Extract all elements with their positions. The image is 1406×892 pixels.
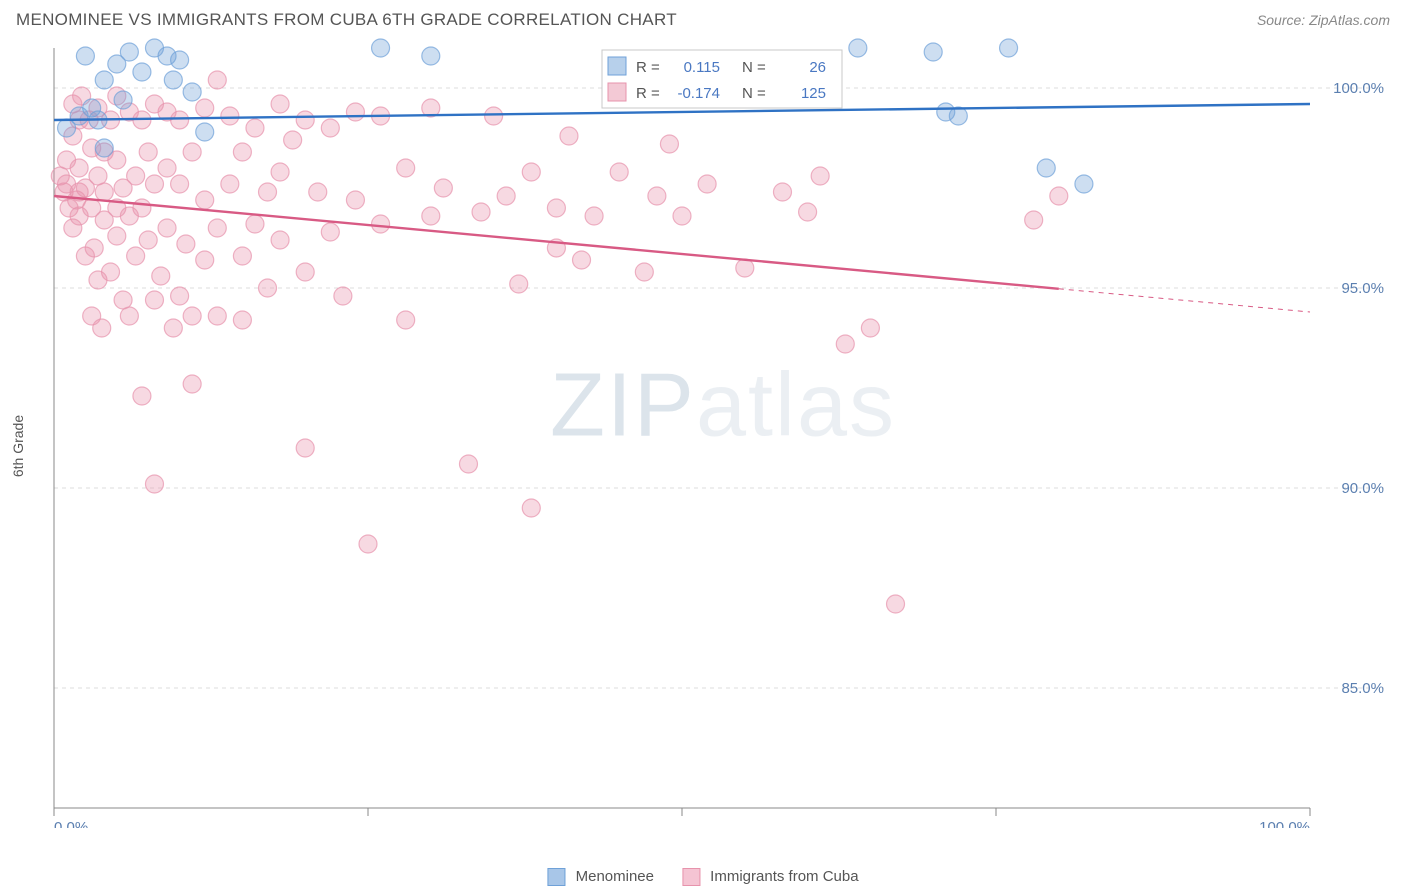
y-axis-label: 6th Grade [10, 415, 26, 477]
svg-text:N =: N = [742, 85, 766, 102]
svg-text:125: 125 [801, 85, 826, 102]
chart-area: ZIPatlas 85.0%90.0%95.0%100.0%0.0%100.0%… [50, 38, 1396, 838]
scatter-chart: 85.0% 90.0% 95.0% 100.0% 0.0% 100.0% R = 0.115 N… [50, 38, 1390, 828]
svg-text:100.0%: 100.0% [1259, 819, 1310, 828]
svg-text:90.0%: 90.0% [1341, 480, 1384, 497]
source-attribution: Source: ZipAtlas.com [1257, 12, 1390, 28]
svg-text:N =: N = [742, 59, 766, 76]
legend: Menominee Immigrants from Cuba [547, 868, 858, 886]
swatch-icon [547, 868, 565, 886]
svg-text:85.0%: 85.0% [1341, 680, 1384, 697]
svg-text:0.115: 0.115 [684, 59, 720, 76]
svg-text:100.0%: 100.0% [1333, 80, 1384, 97]
legend-item-menominee: Menominee [547, 868, 654, 886]
svg-text:-0.174: -0.174 [677, 85, 720, 102]
legend-item-cuba: Immigrants from Cuba [682, 868, 859, 886]
chart-title: MENOMINEE VS IMMIGRANTS FROM CUBA 6TH GR… [16, 10, 677, 30]
svg-text:R =: R = [636, 59, 660, 76]
swatch-icon [682, 868, 700, 886]
svg-text:26: 26 [809, 59, 826, 76]
svg-text:95.0%: 95.0% [1341, 280, 1384, 297]
svg-text:R =: R = [636, 85, 660, 102]
svg-text:0.0%: 0.0% [54, 819, 88, 828]
